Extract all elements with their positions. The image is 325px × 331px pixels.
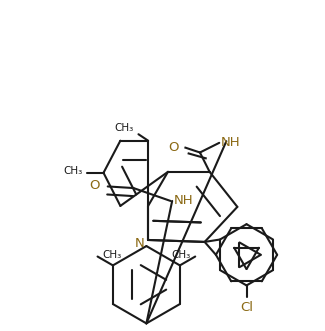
Text: NH: NH	[221, 136, 240, 149]
Text: CH₃: CH₃	[102, 250, 122, 260]
Text: O: O	[168, 141, 179, 154]
Text: CH₃: CH₃	[114, 123, 134, 133]
Text: O: O	[89, 179, 100, 192]
Text: CH₃: CH₃	[63, 166, 83, 176]
Text: Cl: Cl	[240, 301, 253, 313]
Text: NH: NH	[174, 194, 193, 207]
Text: N: N	[135, 237, 145, 250]
Text: CH₃: CH₃	[171, 250, 190, 260]
